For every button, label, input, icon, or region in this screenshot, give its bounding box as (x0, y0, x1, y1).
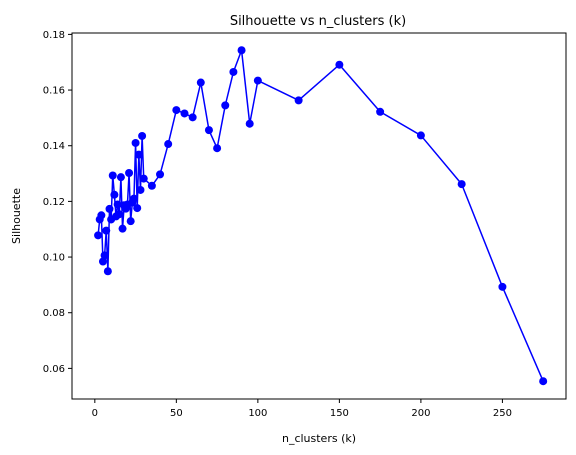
data-point (164, 140, 173, 149)
x-tick-label: 0 (92, 408, 98, 419)
data-point (180, 109, 189, 118)
y-axis-title: Silhouette (10, 188, 23, 244)
data-point (113, 200, 122, 209)
data-point (110, 190, 119, 199)
data-point (100, 251, 109, 260)
y-tick-label: 0.10 (43, 253, 65, 264)
data-point (196, 78, 205, 87)
data-point (416, 131, 425, 140)
x-tick-label: 200 (411, 408, 430, 419)
y-tick-label: 0.12 (43, 197, 65, 208)
data-point (245, 119, 254, 128)
data-point (138, 131, 147, 140)
data-point (498, 282, 507, 291)
data-point (139, 174, 148, 183)
data-point (136, 185, 145, 194)
data-point (172, 106, 181, 115)
y-tick-label: 0.14 (43, 141, 65, 152)
data-point (108, 171, 117, 180)
data-point (98, 257, 107, 266)
data-point (102, 226, 111, 235)
x-tick-label: 100 (248, 408, 267, 419)
data-point (457, 180, 466, 189)
plot-frame (71, 32, 567, 400)
data-point (539, 377, 548, 386)
data-point (115, 210, 124, 219)
data-point (134, 150, 143, 159)
data-point (294, 96, 303, 105)
data-point (126, 217, 135, 226)
x-tick-label: 50 (170, 408, 183, 419)
data-point (97, 211, 106, 220)
data-point (229, 67, 238, 76)
y-tick-label: 0.18 (43, 30, 65, 41)
data-point (116, 173, 125, 182)
data-point (118, 224, 127, 233)
data-point (133, 204, 142, 213)
plot-area (94, 46, 548, 386)
data-point (105, 204, 114, 213)
y-tick-label: 0.08 (43, 308, 65, 319)
data-point (237, 46, 246, 55)
data-point (94, 231, 103, 240)
y-tick-label: 0.06 (43, 364, 65, 375)
data-point (147, 181, 156, 190)
data-point (103, 267, 112, 276)
data-point (131, 138, 140, 147)
x-tick-label: 250 (493, 408, 512, 419)
data-point (129, 194, 138, 203)
x-axis-title: n_clusters (k) (282, 432, 356, 445)
data-point (253, 76, 262, 85)
data-point (188, 113, 197, 122)
x-tick-label: 150 (330, 408, 349, 419)
data-point (335, 60, 344, 69)
chart-title: Silhouette vs n_clusters (k) (230, 14, 406, 29)
data-point (125, 169, 134, 177)
y-tick-label: 0.16 (43, 86, 65, 97)
data-point (156, 170, 165, 179)
data-point (204, 126, 213, 135)
data-point (376, 107, 385, 116)
x-axis: 0 50 100 150 200 250 (92, 399, 512, 419)
data-point (213, 144, 222, 153)
data-point (221, 101, 230, 110)
y-axis: 0.06 0.08 0.10 0.12 0.14 0.16 0.18 (43, 30, 72, 375)
